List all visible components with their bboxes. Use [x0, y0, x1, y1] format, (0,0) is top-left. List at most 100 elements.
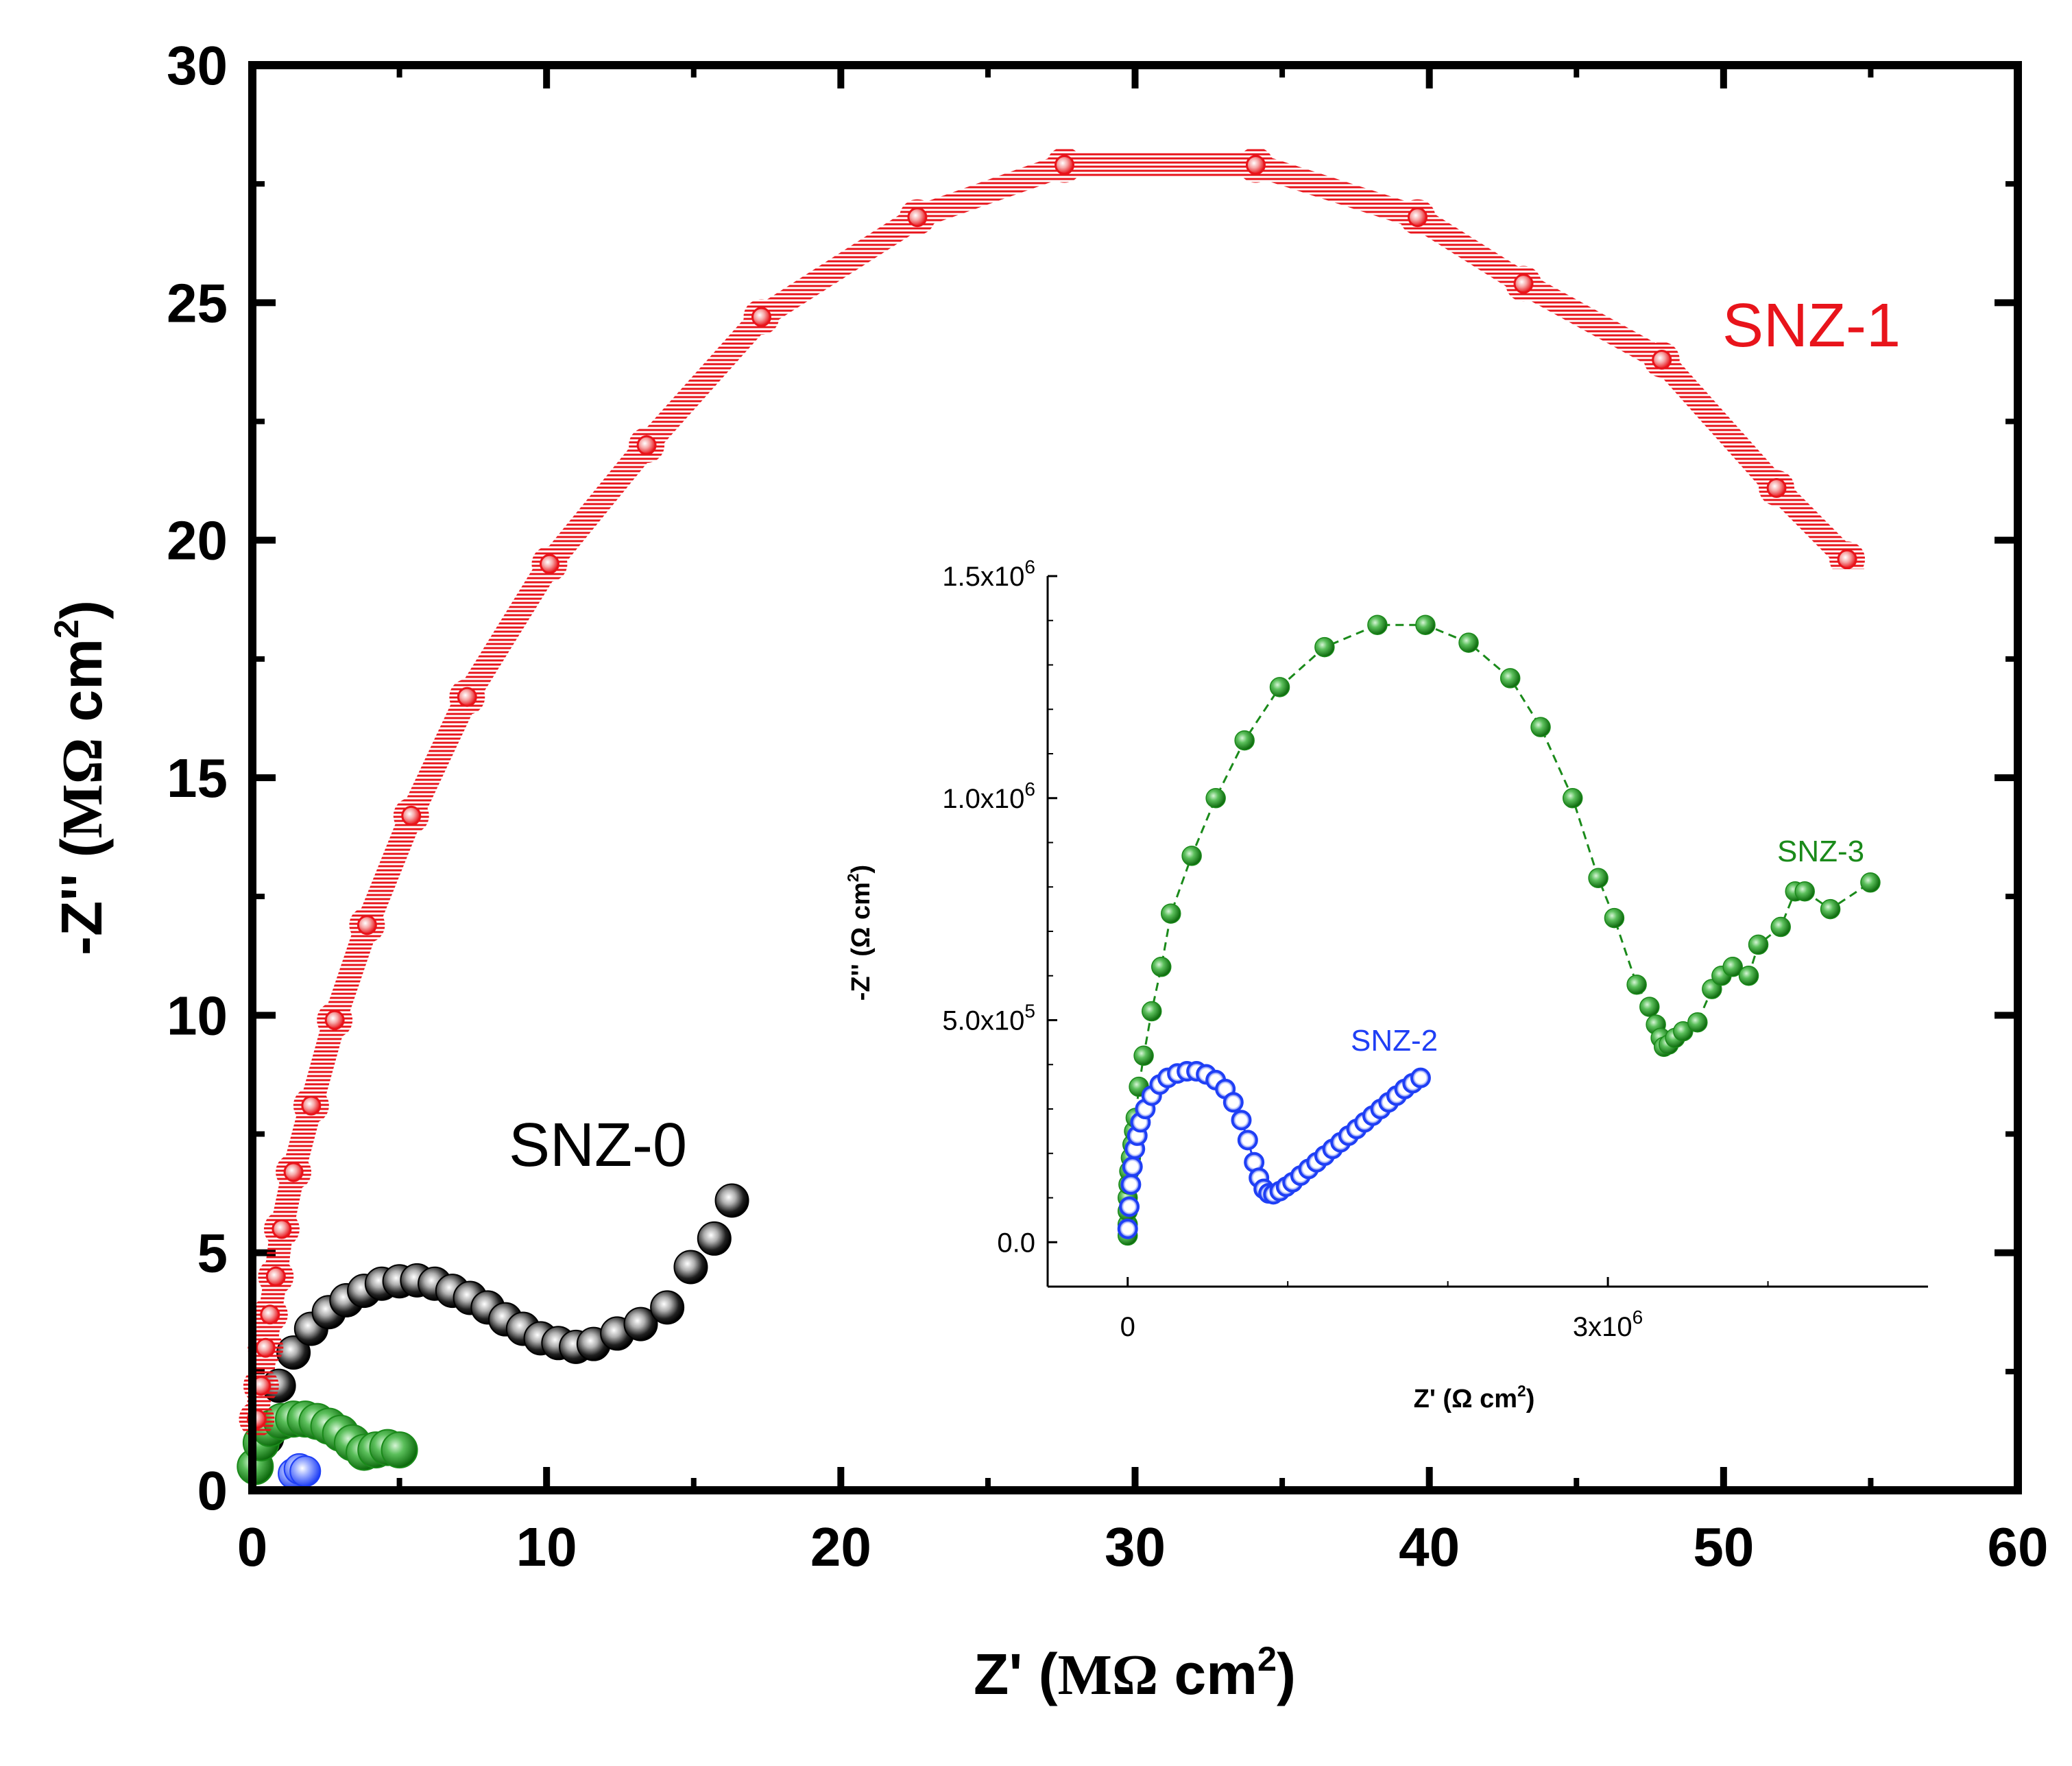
inset-point-snz-3-39 — [1722, 957, 1743, 977]
inset-point-snz-3-36 — [1687, 1012, 1708, 1033]
main-point-snz-1-16 — [1046, 147, 1083, 183]
main-point-snz-1-12 — [531, 546, 568, 582]
main-plot: 0 10 20 30 40 50 60 0 5 10 15 20 25 30 SNZ-1 SNZ-0 Z'… — [47, 35, 2048, 1707]
main-series-label-snz-1: SNZ-1 — [1722, 291, 1901, 360]
main-x-tick-label-6: 60 — [1988, 1516, 2049, 1577]
inset-x-tick-label-0: 0 — [1120, 1312, 1135, 1342]
inset-point-snz-3-27 — [1604, 907, 1625, 929]
main-point-snz-1-9 — [349, 907, 385, 943]
inset-point-snz-3-12 — [1141, 1001, 1162, 1022]
inset-point-snz-3-28 — [1626, 974, 1647, 995]
main-point-snz-0-24 — [697, 1221, 732, 1256]
main-axes-frame — [248, 61, 2022, 1494]
main-x-tick-label-4: 40 — [1399, 1516, 1460, 1577]
main-y-axis-label: -Z'' (MΩ cm2) — [47, 600, 115, 955]
main-series-label-snz-0: SNZ-0 — [509, 1111, 687, 1180]
inset-point-snz-2-17 — [1222, 1092, 1244, 1113]
inset-point-snz-3-13 — [1151, 957, 1172, 977]
inset-point-snz-3-25 — [1562, 788, 1583, 809]
inset-point-snz-3-23 — [1499, 668, 1521, 689]
inset-x-tick-label-1: 3x106 — [1573, 1306, 1643, 1342]
main-y-tick-label-0: 0 — [197, 1460, 228, 1521]
main-y-tick-label-2: 10 — [167, 985, 228, 1046]
inset-point-snz-3-17 — [1234, 730, 1255, 751]
main-point-snz-1-8 — [317, 1002, 353, 1038]
main-point-snz-1-18 — [1399, 199, 1436, 235]
main-y-tick-label-4: 20 — [167, 510, 228, 571]
inset-point-snz-2-1 — [1119, 1196, 1140, 1217]
main-x-tick-label-2: 20 — [810, 1516, 871, 1577]
main-x-tick-label-5: 50 — [1693, 1516, 1754, 1577]
inset-point-snz-3-19 — [1314, 636, 1335, 658]
main-point-snz-1-17 — [1238, 147, 1274, 183]
inset-series — [1117, 614, 1881, 1246]
inset-series-label-snz-2: SNZ-2 — [1351, 1024, 1438, 1058]
inset-point-snz-2-3 — [1122, 1156, 1143, 1178]
inset-point-snz-3-24 — [1530, 717, 1551, 737]
inset-y-axis-label: -Z'' (Ω cm2) — [844, 865, 876, 1001]
main-point-snz-1-4 — [258, 1258, 294, 1295]
inset-y-tick-label-3: 1.5x106 — [942, 556, 1035, 592]
inset-point-snz-3-41 — [1748, 934, 1769, 955]
main-point-snz-0-21 — [623, 1306, 658, 1341]
inset-point-snz-3-29 — [1639, 997, 1660, 1017]
inset-point-snz-3-44 — [1794, 881, 1815, 902]
inset-point-snz-3-18 — [1269, 677, 1290, 697]
inset-y-tick-label-2: 1.0x106 — [942, 778, 1035, 814]
inset-point-snz-3-14 — [1161, 903, 1181, 924]
main-point-snz-1-13 — [629, 427, 665, 464]
inset-point-snz-3-15 — [1181, 846, 1202, 866]
main-x-axis-label: Z' (MΩ cm2) — [974, 1639, 1296, 1707]
inset-y-tick-label-1: 5.0x105 — [942, 1001, 1035, 1036]
inset-point-snz-2-18 — [1231, 1110, 1252, 1131]
inset-point-snz-3-26 — [1588, 868, 1609, 889]
inset-point-snz-2-2 — [1120, 1174, 1142, 1195]
inset-point-snz-3-11 — [1133, 1045, 1154, 1066]
inset-point-snz-3-42 — [1770, 916, 1791, 938]
inset-point-snz-3-46 — [1860, 872, 1881, 893]
main-point-snz-1-19 — [1506, 265, 1541, 302]
main-x-tick-label-3: 30 — [1105, 1516, 1166, 1577]
inset-y-tick-label-0: 0.0 — [997, 1228, 1035, 1258]
main-point-snz-1-2 — [248, 1330, 284, 1366]
main-y-tick-label-6: 30 — [167, 35, 228, 96]
main-y-tick-label-5: 25 — [167, 272, 228, 333]
main-ticks: 0 10 20 30 40 50 60 0 5 10 15 20 25 30 — [167, 35, 2048, 1577]
main-point-snz-0-23 — [673, 1250, 708, 1285]
inset-series-label-snz-3: SNZ-3 — [1777, 835, 1864, 868]
main-point-snz-1-15 — [899, 199, 935, 235]
inset-plot: 0 3x106 0.0 5.0x105 1.0x106 1.5x106 SNZ-3 SNZ… — [844, 556, 1928, 1413]
inset-background — [1042, 569, 1927, 1296]
inset-x-axis-label: Z' (Ω cm2) — [1414, 1382, 1535, 1413]
main-point-snz-0-22 — [650, 1290, 685, 1325]
main-point-snz-1-3 — [252, 1296, 288, 1333]
main-point-snz-1-6 — [276, 1154, 312, 1190]
main-point-snz-1-10 — [393, 798, 429, 834]
main-y-tick-label-3: 15 — [167, 748, 228, 809]
main-y-tick-label-1: 5 — [197, 1223, 228, 1284]
main-x-tick-label-1: 10 — [516, 1516, 577, 1577]
main-point-snz-1-22 — [1829, 541, 1866, 577]
main-point-snz-1-20 — [1643, 342, 1680, 378]
main-point-snz-1-7 — [293, 1087, 329, 1123]
main-point-snz-3-13 — [381, 1431, 418, 1469]
main-point-snz-0-25 — [714, 1183, 749, 1218]
inset-point-snz-3-40 — [1738, 966, 1759, 986]
main-point-snz-1-14 — [743, 299, 780, 335]
inset-point-snz-3-16 — [1205, 788, 1226, 809]
inset-point-snz-3-45 — [1820, 898, 1841, 920]
inset-point-snz-2-19 — [1237, 1130, 1258, 1151]
inset-point-snz-3-20 — [1367, 614, 1388, 635]
main-point-snz-1-21 — [1759, 470, 1795, 506]
inset-point-snz-3-22 — [1458, 632, 1479, 653]
main-point-snz-2-2 — [289, 1455, 322, 1488]
main-x-tick-label-0: 0 — [237, 1516, 268, 1577]
inset-point-snz-2-0 — [1117, 1218, 1138, 1239]
inset-point-snz-2-43 — [1410, 1067, 1431, 1088]
inset-point-snz-3-21 — [1415, 614, 1436, 635]
main-point-snz-1-5 — [263, 1211, 300, 1248]
main-point-snz-1-11 — [449, 679, 485, 715]
main-series — [237, 147, 1901, 1490]
